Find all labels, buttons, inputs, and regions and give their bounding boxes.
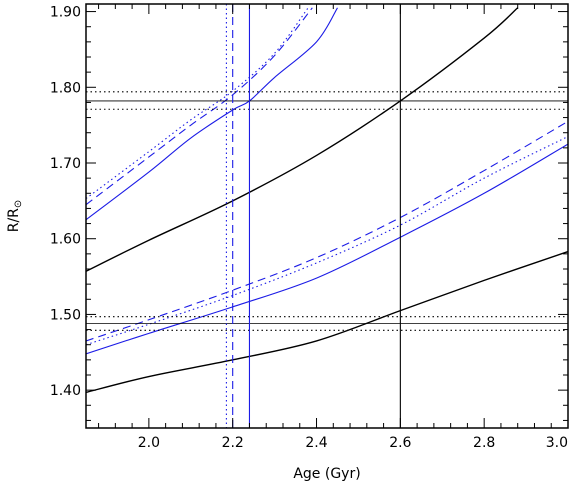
axis-ticks: 2.0 2.2 2.4 2.6 2.8 3.0 1.40 1.50 1.60 1.70 1.80 1.… [50, 4, 569, 451]
series-line-lower-blue-dotted [86, 136, 568, 346]
y-axis-title: R/R⊙ [6, 200, 24, 233]
x-tick-label: 2.0 [138, 435, 160, 451]
series-line-lower-blue-dashed [86, 120, 568, 342]
sun-symbol-icon: ⊙ [13, 200, 24, 208]
series-line-lower-blue-solid [86, 143, 568, 355]
x-tick-label: 2.8 [473, 435, 495, 451]
data-layer [86, 7, 568, 394]
series-line-upper-blue-dotted [86, 7, 309, 200]
x-axis-title-text: Age (Gyr) [293, 466, 360, 482]
y-axis-title-text: R/R [6, 208, 22, 232]
x-tick-label: 2.6 [389, 435, 411, 451]
x-tick-label: 2.4 [305, 435, 327, 451]
plot-frame [85, 3, 569, 429]
series-line-lower-black-solid [86, 250, 568, 394]
x-tick-label: 2.2 [222, 435, 244, 451]
reference-lines [86, 4, 568, 428]
y-tick-label: 1.70 [50, 156, 81, 172]
x-tick-label: 3.0 [546, 435, 568, 451]
y-tick-label: 1.60 [50, 232, 81, 248]
y-tick-label: 1.80 [50, 80, 81, 96]
series-line-upper-blue-solid [86, 7, 338, 221]
y-tick-label: 1.50 [50, 307, 81, 323]
y-tick-label: 1.90 [50, 5, 81, 21]
series-line-upper-black-solid [86, 7, 519, 272]
series-line-upper-blue-dashed [86, 7, 313, 206]
y-tick-label: 1.40 [50, 383, 81, 399]
x-axis-title: Age (Gyr) [293, 466, 360, 482]
